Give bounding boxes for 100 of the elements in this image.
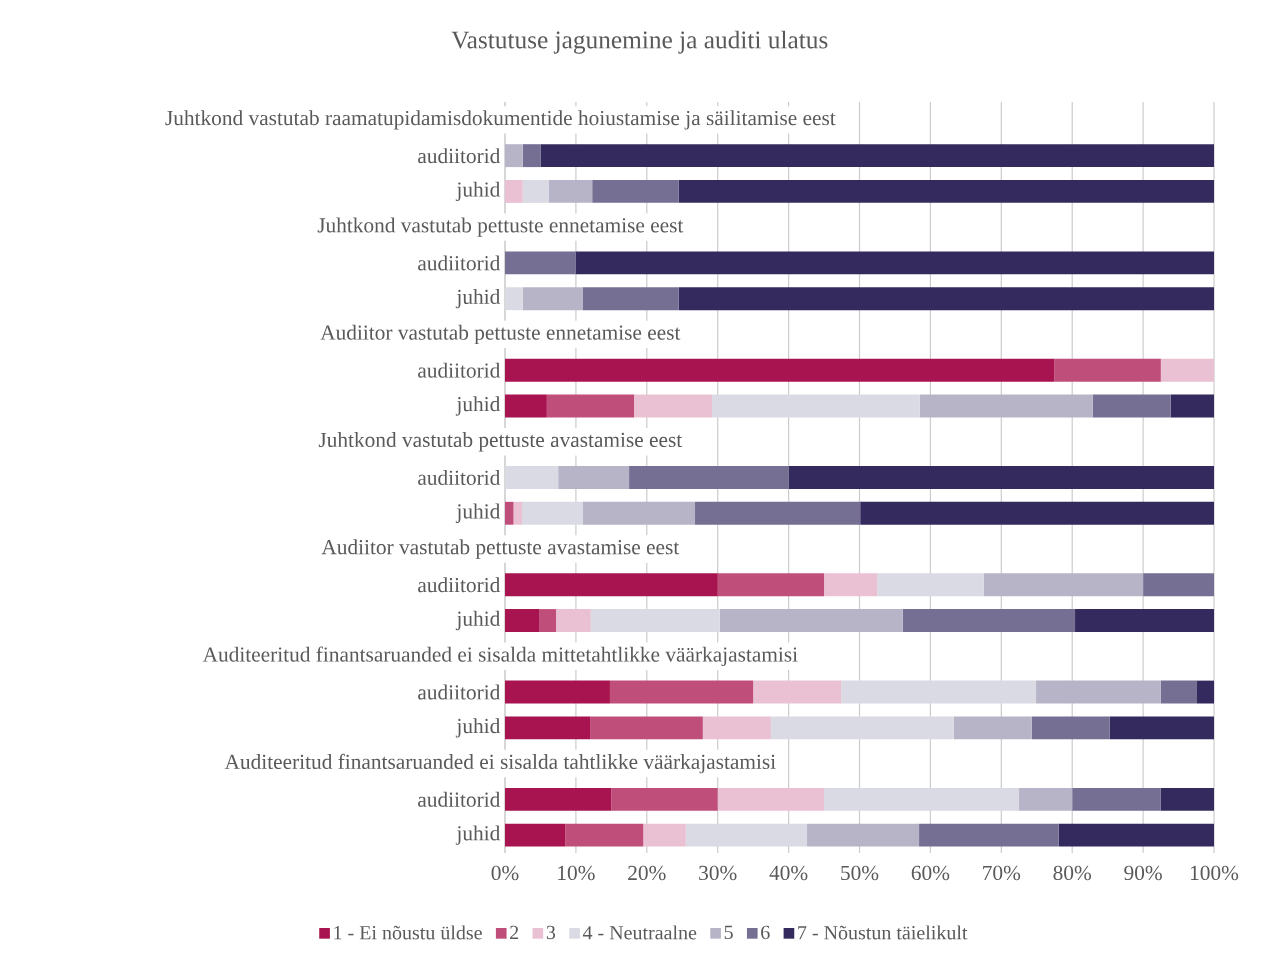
x-tick-label: 60%: [911, 865, 950, 881]
bar: [877, 573, 984, 597]
bar: [609, 680, 754, 704]
bar: [505, 358, 1055, 382]
bar: [505, 251, 576, 275]
bar: [505, 573, 718, 597]
legend-label: 6: [761, 925, 770, 940]
y-tick-label: audiitorid: [418, 577, 501, 593]
bar: [513, 501, 523, 525]
x-tick-label: 70%: [983, 865, 1021, 881]
bar: [505, 787, 612, 811]
y-tick-label: juhid: [455, 289, 501, 309]
bar: [919, 823, 1059, 847]
bar: [505, 609, 540, 632]
y-tick-label: Audiitor vastutab pettuste avastamise eest: [321, 539, 680, 559]
legend-label: 5: [724, 925, 733, 940]
bar: [1196, 680, 1214, 704]
y-tick-label: Auditeeritud finantsaruanded ei sisalda mittetahtlikke väärkajastamisi: [202, 646, 798, 667]
bar: [678, 287, 1214, 311]
x-tick-label: 90%: [1124, 865, 1162, 881]
bar: [1160, 787, 1214, 811]
bar: [643, 823, 686, 847]
legend-label: 2: [510, 925, 519, 939]
x-tick-label: 10%: [558, 865, 595, 881]
bar: [583, 501, 696, 525]
bar: [505, 287, 523, 311]
bar: [590, 609, 720, 632]
bar: [505, 179, 523, 203]
bar: [1160, 680, 1197, 704]
y-tick-label: audiitorid: [418, 255, 501, 271]
y-tick-label: juhid: [455, 503, 501, 523]
legend-label: 3: [546, 925, 556, 940]
bar: [575, 251, 1214, 275]
bar: [1054, 358, 1161, 382]
bar: [1160, 358, 1214, 382]
bar: [1058, 823, 1214, 847]
bar: [611, 787, 718, 811]
bar: [505, 466, 559, 489]
y-tick-label: audiitorid: [418, 148, 501, 164]
bar: [540, 144, 1214, 168]
legend-label: 4 - Neutraalne: [582, 925, 697, 940]
y-tick-label: Audiitor vastutab pettuste ennetamise eest: [320, 324, 681, 345]
bar: [685, 823, 808, 847]
x-tick-label: 0%: [491, 865, 519, 881]
bar: [1019, 787, 1073, 811]
y-tick-label: juhid: [455, 825, 501, 845]
bar: [753, 680, 842, 704]
bar: [1170, 394, 1214, 418]
bar: [522, 179, 549, 203]
x-tick-label: 100%: [1191, 865, 1239, 881]
bar: [702, 716, 771, 740]
y-tick-label: audiitorid: [418, 469, 501, 485]
bar: [717, 787, 825, 811]
bar: [824, 573, 878, 597]
y-tick-label: Juhtkond vastutab pettuste avastamise eest: [318, 432, 683, 452]
bar: [824, 787, 1020, 811]
bar: [546, 394, 635, 418]
y-tick-label: Juhtkond vastutab pettuste ennetamise eest: [317, 217, 684, 237]
y-tick-label: audiitorid: [418, 684, 501, 700]
bar: [505, 823, 566, 847]
bar: [1092, 394, 1171, 418]
x-tick-label: 40%: [769, 865, 808, 881]
x-tick-label: 50%: [841, 865, 879, 881]
x-tick-label: 20%: [628, 865, 666, 881]
bar: [558, 466, 630, 489]
bar: [634, 394, 713, 418]
bar: [522, 501, 583, 525]
bar: [1143, 573, 1214, 597]
bar: [719, 609, 903, 632]
bar: [695, 501, 861, 525]
bar: [629, 466, 789, 489]
bar: [592, 179, 679, 203]
bar: [1031, 716, 1110, 740]
bar: [505, 501, 514, 525]
bar: [505, 680, 610, 704]
bar: [717, 573, 825, 597]
bar: [565, 823, 644, 847]
bar: [539, 609, 557, 632]
bar: [522, 144, 541, 168]
y-tick-label: juhid: [455, 718, 501, 738]
bar: [556, 609, 591, 632]
y-tick-label: juhid: [455, 610, 501, 631]
bar: [1036, 680, 1161, 704]
y-tick-label: audiitorid: [418, 362, 501, 378]
bar: [860, 501, 1214, 525]
bar: [505, 716, 591, 740]
x-tick-label: 30%: [699, 865, 737, 881]
bar: [1072, 787, 1161, 811]
bar: [1075, 609, 1214, 632]
bar: [583, 287, 679, 311]
y-tick-label: juhid: [455, 181, 501, 202]
chart-title: Vastutuse jagunemine ja auditi ulatus: [451, 30, 828, 54]
bar: [522, 287, 583, 311]
bar: [953, 716, 1032, 740]
bar: [770, 716, 954, 740]
bar: [678, 179, 1214, 203]
y-tick-label: Auditeeritud finantsaruanded ei sisalda tahtlikke väärkajastamisi: [224, 753, 776, 774]
legend-label: 7 - Nõustun täielikult: [798, 925, 968, 940]
bar: [902, 609, 1076, 632]
legend-label: 1 - Ei nõustu üldse: [334, 925, 482, 940]
